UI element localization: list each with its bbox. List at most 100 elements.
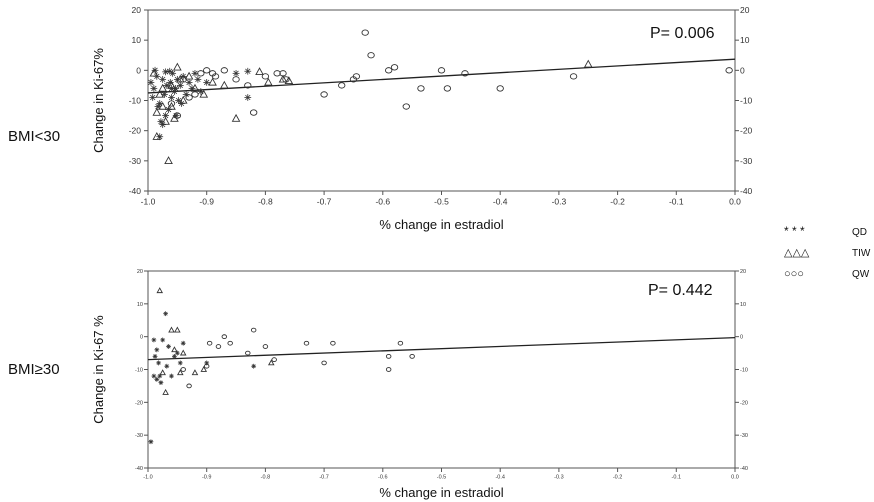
x-tick-label: 0.0 xyxy=(729,197,741,207)
point-qd xyxy=(151,337,157,343)
point-qw xyxy=(186,383,192,389)
point-qd xyxy=(151,373,157,379)
point-qd xyxy=(166,67,174,75)
point-qw xyxy=(249,109,258,116)
point-qd xyxy=(194,75,202,83)
y-tick-label-right: -30 xyxy=(740,156,753,166)
point-qw xyxy=(203,67,211,74)
x-tick-label: -1.0 xyxy=(141,197,156,207)
point-qw xyxy=(227,340,233,346)
point-tiw xyxy=(149,68,159,77)
y-tick-label: 20 xyxy=(132,5,142,15)
point-qd xyxy=(150,85,158,92)
legend: * * * QD △△△ TIW ○○○ QW xyxy=(784,224,871,280)
legend-glyphs-tiw: △△△ xyxy=(784,247,810,259)
point-qw xyxy=(417,85,425,92)
point-qw xyxy=(321,360,327,366)
y-tick-label: 10 xyxy=(132,35,142,45)
point-qw xyxy=(725,67,733,74)
point-qw xyxy=(203,363,210,369)
point-tiw xyxy=(171,346,178,353)
point-tiw xyxy=(190,83,200,92)
point-tiw xyxy=(219,80,229,89)
point-qw xyxy=(185,94,193,101)
y-tick-label-right: 0 xyxy=(740,335,743,341)
point-qw xyxy=(279,70,287,77)
y-tick-label-right: 10 xyxy=(740,302,746,308)
y-tick-label: -30 xyxy=(135,433,143,439)
y-tick-label-right: -10 xyxy=(740,95,753,105)
legend-glyphs-qd: * * * xyxy=(784,224,805,238)
y-tick-label-right: -40 xyxy=(740,466,748,472)
point-tiw xyxy=(231,113,241,122)
point-qd xyxy=(147,79,155,86)
point-qw xyxy=(496,85,504,92)
point-tiw xyxy=(173,62,182,71)
legend-label-tiw: TIW xyxy=(852,248,871,259)
x-tick-label: -0.5 xyxy=(437,475,446,481)
x-tick-label: -0.4 xyxy=(493,197,508,207)
point-qw xyxy=(206,340,213,346)
point-qd xyxy=(232,69,240,77)
point-qd xyxy=(166,344,171,349)
point-qw xyxy=(262,344,269,349)
point-qw xyxy=(361,29,369,36)
point-qw xyxy=(303,340,310,346)
y-axis-label: Change in Ki-67% xyxy=(91,48,106,153)
x-tick-label: -0.8 xyxy=(261,475,270,481)
y-tick-label-right: 20 xyxy=(740,5,750,15)
point-qd xyxy=(180,340,186,346)
point-qd xyxy=(154,376,160,382)
plot-frame xyxy=(147,9,736,192)
point-tiw xyxy=(167,80,176,89)
point-tiw xyxy=(179,349,187,356)
point-qw xyxy=(282,76,290,83)
point-tiw xyxy=(152,107,162,116)
point-qw xyxy=(385,367,392,372)
x-tick-label: -0.6 xyxy=(375,197,390,207)
point-tiw xyxy=(158,101,168,110)
point-tiw xyxy=(174,326,181,333)
point-qw xyxy=(232,76,240,83)
point-qw xyxy=(250,327,257,333)
point-qw xyxy=(397,340,404,346)
point-qd xyxy=(158,380,164,386)
point-qw xyxy=(385,353,392,359)
y-tick-label-right: 10 xyxy=(740,35,750,45)
point-tiw xyxy=(278,74,288,83)
point-tiw xyxy=(158,83,168,92)
point-qw xyxy=(180,367,186,372)
x-tick-label: -0.7 xyxy=(319,475,328,481)
point-tiw xyxy=(267,359,275,366)
point-qw xyxy=(569,73,578,80)
x-tick-label: -0.9 xyxy=(199,197,214,207)
point-qd xyxy=(156,360,161,366)
point-qw xyxy=(197,70,205,77)
point-qd xyxy=(166,79,174,86)
x-tick-label: -0.1 xyxy=(672,475,681,481)
legend-label-qw: QW xyxy=(852,269,870,280)
x-tick-label: -0.3 xyxy=(552,197,567,207)
point-qw xyxy=(245,350,251,356)
point-qd xyxy=(152,353,158,359)
point-tiw xyxy=(264,77,273,86)
y-tick-label: -20 xyxy=(135,400,143,406)
point-qw xyxy=(352,73,361,80)
y-tick-label: -40 xyxy=(135,466,143,472)
plot-frame xyxy=(147,270,736,469)
y-tick-label-right: -40 xyxy=(740,186,753,196)
point-qw xyxy=(330,340,336,346)
y-tick-label: 0 xyxy=(136,65,141,75)
point-qw xyxy=(367,52,375,59)
point-qd xyxy=(244,94,252,101)
point-qw xyxy=(273,70,281,77)
x-tick-label: -0.5 xyxy=(434,197,449,207)
point-tiw xyxy=(156,287,164,294)
legend-label-qd: QD xyxy=(852,227,867,238)
x-tick-label: -0.4 xyxy=(495,475,504,481)
y-axis-label: Change in Ki-67 % xyxy=(91,315,106,424)
x-tick-label: -0.6 xyxy=(378,475,387,481)
